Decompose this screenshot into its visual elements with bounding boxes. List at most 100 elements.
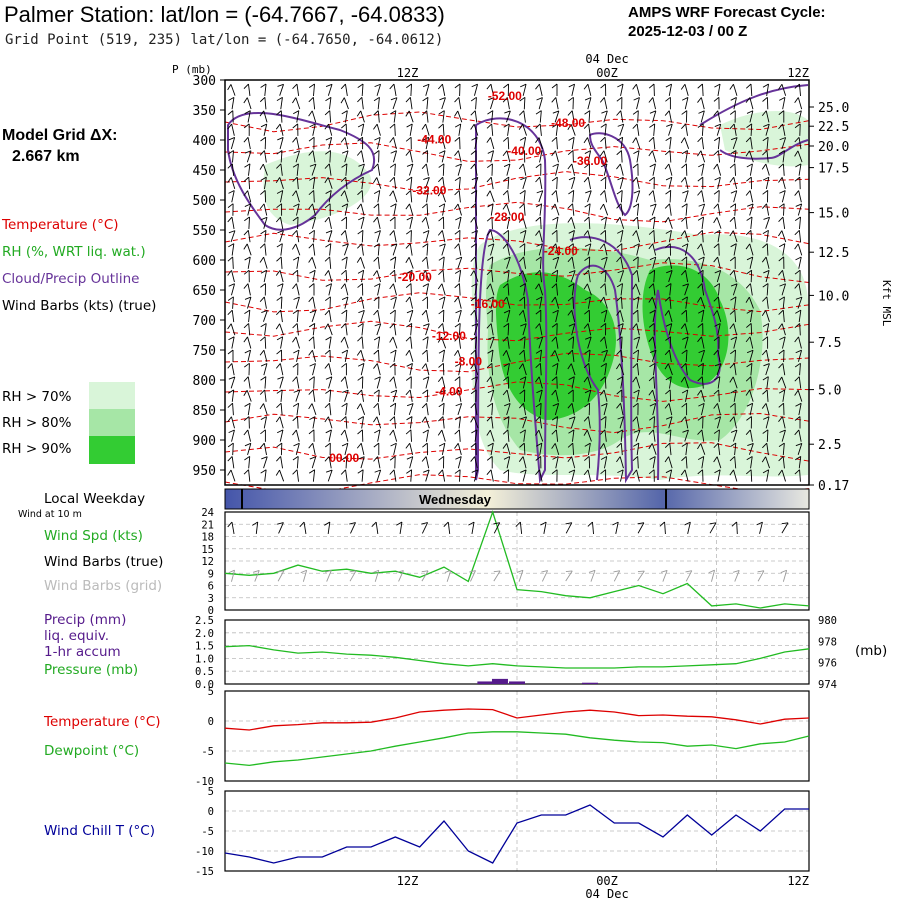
wind-barb — [567, 110, 575, 123]
wind-barb — [422, 283, 429, 296]
wind-barb — [730, 243, 737, 256]
wind-barb — [389, 216, 396, 229]
wind-barb — [567, 296, 574, 309]
wind-barb — [357, 416, 364, 429]
wind-barb — [227, 150, 234, 163]
wind-barb — [746, 269, 753, 283]
wind-barb — [680, 83, 689, 96]
wind-barb — [599, 336, 608, 349]
wind-barb — [244, 362, 250, 376]
wind-barb — [277, 376, 284, 389]
wind-barb — [243, 416, 250, 429]
wind-chill-line — [224, 804, 809, 864]
wind-barb — [422, 243, 429, 256]
wind-barb — [227, 216, 235, 229]
wind-barb — [390, 110, 397, 123]
wind-barb — [616, 256, 624, 269]
wind-barb — [503, 309, 511, 323]
wind-barb — [374, 283, 381, 296]
wind-barb — [243, 390, 252, 402]
wind-barb — [616, 349, 624, 363]
panel-frame — [224, 790, 810, 872]
wind-barb — [487, 150, 494, 163]
wind-barb — [406, 363, 413, 376]
wind-barb — [324, 442, 331, 456]
wind-barb — [664, 217, 673, 229]
wind-barb — [794, 389, 803, 402]
wind-barb — [405, 296, 413, 309]
wind-barb — [697, 296, 706, 309]
wind-barb — [697, 136, 704, 150]
wind-barb — [632, 176, 640, 190]
wind-barb — [309, 363, 316, 376]
wind-barb — [535, 137, 543, 150]
rh70-swatch — [89, 382, 135, 409]
wind-barb — [405, 110, 414, 123]
wind-barb — [616, 243, 623, 256]
wind-barb — [389, 336, 398, 349]
wind-barb — [519, 150, 526, 163]
wind-barb — [552, 163, 559, 176]
wind-barb — [293, 442, 300, 456]
wind-barb — [309, 216, 316, 229]
cross-section-frame — [224, 79, 810, 486]
wind-barb — [664, 110, 672, 123]
wind-barb — [681, 256, 688, 269]
wind-barb — [308, 283, 315, 296]
wind-barb — [616, 217, 625, 229]
wind-barb — [519, 190, 526, 203]
wind-barb — [794, 123, 801, 136]
wind-barb — [599, 443, 608, 455]
temperature-contour-label: -44.00 — [417, 133, 451, 147]
wind-barb — [518, 456, 527, 469]
wind-barb — [486, 309, 493, 323]
wind-barb — [503, 416, 510, 429]
temperature-contour-line — [224, 320, 810, 342]
wind-barb — [617, 83, 624, 96]
wind-barb — [244, 256, 251, 269]
wind-barb — [357, 243, 364, 256]
wind-barb — [762, 469, 770, 482]
wind-barb — [341, 309, 348, 323]
wind-barb — [551, 97, 559, 110]
wind-barb — [438, 176, 445, 190]
wind-barb — [308, 389, 316, 402]
wind-barb — [617, 416, 624, 429]
wind-barb — [665, 136, 672, 150]
wind-barb — [747, 443, 754, 455]
wind-barb — [664, 163, 673, 176]
wind-barb — [277, 230, 284, 243]
wind-barb — [243, 97, 252, 110]
wind-barb — [568, 190, 575, 203]
wind-barb — [649, 362, 656, 376]
wind-barb — [568, 136, 575, 150]
wind-barb — [292, 176, 299, 190]
wind-barb — [730, 349, 736, 363]
wind-barb — [340, 283, 349, 296]
wind-barb — [551, 283, 558, 296]
wind-barb — [486, 176, 494, 190]
wind-barb — [682, 283, 689, 296]
wind-barb — [746, 349, 754, 362]
temperature-contour-line — [224, 171, 810, 192]
wind-barb — [648, 97, 656, 110]
wind-barb — [518, 123, 527, 136]
wind-barb — [471, 176, 479, 189]
legend-cloud: Cloud/Precip Outline — [2, 271, 140, 287]
wind-barb — [470, 309, 478, 323]
wind-barb — [761, 110, 770, 123]
wind-barb — [794, 83, 801, 97]
wind-barb — [649, 309, 656, 323]
wind-barb — [390, 389, 398, 402]
wind-barb — [227, 363, 235, 376]
wind-barb — [276, 402, 283, 416]
wind-barb — [519, 110, 526, 123]
wind-barb-true — [756, 521, 763, 534]
wind-barb — [259, 256, 268, 269]
wind-barb — [438, 123, 445, 136]
wind-barb-grid — [660, 569, 668, 582]
wind-barb — [259, 163, 268, 176]
wind-barb — [308, 296, 316, 309]
wind-barb — [340, 83, 348, 96]
wind-barb — [455, 363, 462, 376]
